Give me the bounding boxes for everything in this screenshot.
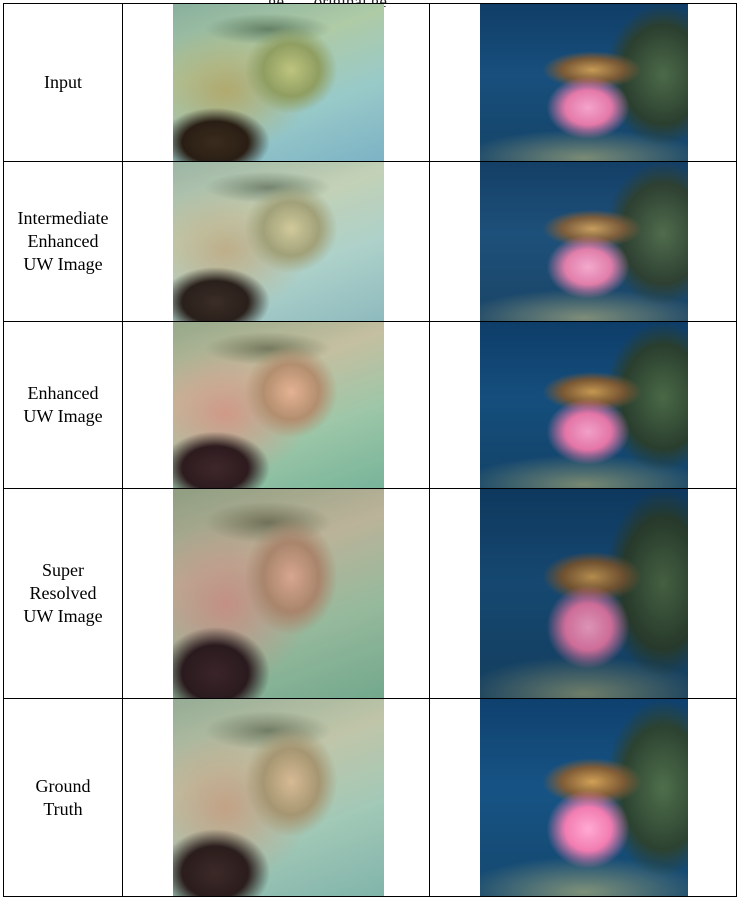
image-cell [122, 698, 430, 897]
row-label-intermediate: Intermediate Enhanced UW Image [3, 161, 123, 322]
table-row: Input [3, 3, 737, 162]
table-row: Super Resolved UW Image [3, 488, 737, 699]
image-cell [122, 488, 430, 699]
anemone-enhanced-image [480, 322, 688, 488]
row-label-input: Input [3, 3, 123, 162]
comparison-table: Input Intermediate Enhanced UW Image Enh… [3, 3, 737, 897]
row-label-ground-truth: Ground Truth [3, 698, 123, 897]
table-row: Intermediate Enhanced UW Image [3, 161, 737, 322]
anemone-intermediate-image [480, 162, 688, 321]
row-label-super-resolved: Super Resolved UW Image [3, 488, 123, 699]
image-cell [122, 3, 430, 162]
reef-intermediate-image [173, 162, 384, 321]
anemone-ground-truth-image [480, 699, 688, 896]
reef-super-resolved-image [173, 489, 384, 698]
reef-enhanced-image [173, 322, 384, 488]
reef-ground-truth-image [173, 699, 384, 896]
image-cell [122, 161, 430, 322]
anemone-super-resolved-image [480, 489, 688, 698]
table-row: Enhanced UW Image [3, 321, 737, 489]
image-cell [429, 161, 737, 322]
image-cell [429, 698, 737, 897]
image-cell [122, 321, 430, 489]
image-cell [429, 3, 737, 162]
anemone-input-image [480, 4, 688, 161]
image-cell [429, 321, 737, 489]
table-row: Ground Truth [3, 698, 737, 897]
reef-input-image [173, 4, 384, 161]
image-cell [429, 488, 737, 699]
row-label-enhanced: Enhanced UW Image [3, 321, 123, 489]
